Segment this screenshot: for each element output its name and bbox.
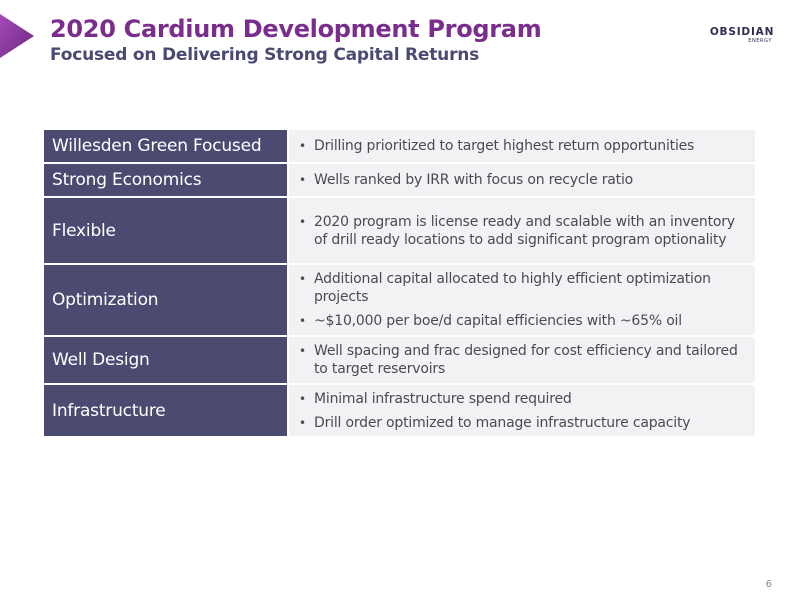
table-row: Flexible • 2020 program is license ready… xyxy=(44,198,755,265)
company-logo: OBSIDIAN ENERGY xyxy=(704,26,780,44)
bullet-item: • Drill order optimized to manage infras… xyxy=(297,414,747,432)
bullet-text: Additional capital allocated to highly e… xyxy=(314,271,711,305)
bullet-item: • ~$10,000 per boe/d capital efficiencie… xyxy=(297,312,747,330)
row-label: Flexible xyxy=(44,198,289,263)
row-label: Optimization xyxy=(44,265,289,335)
bullet-text: ~$10,000 per boe/d capital efficiencies … xyxy=(314,313,682,329)
page-title: 2020 Cardium Development Program xyxy=(50,15,542,43)
bullet-icon: • xyxy=(299,391,306,406)
logo-name: OBSIDIAN xyxy=(709,26,775,38)
table-row: Strong Economics • Wells ranked by IRR w… xyxy=(44,164,755,198)
bullet-text: Minimal infrastructure spend required xyxy=(314,390,572,407)
logo-subtext: ENERGY xyxy=(748,38,772,44)
corner-accent-arrow xyxy=(0,14,34,58)
bullet-icon: • xyxy=(299,139,306,153)
row-content: • Wells ranked by IRR with focus on recy… xyxy=(289,164,755,196)
bullet-text: Well spacing and frac designed for cost … xyxy=(314,343,738,377)
row-content: • 2020 program is license ready and scal… xyxy=(289,198,755,263)
table-row: Well Design • Well spacing and frac desi… xyxy=(44,337,755,385)
row-label: Infrastructure xyxy=(44,385,289,436)
bullet-item: • Well spacing and frac designed for cos… xyxy=(297,342,747,378)
bullet-text: Drilling prioritized to target highest r… xyxy=(314,138,695,154)
row-content: • Well spacing and frac designed for cos… xyxy=(289,337,755,383)
row-label: Strong Economics xyxy=(44,164,289,196)
bullet-text: Wells ranked by IRR with focus on recycl… xyxy=(314,172,634,188)
bullet-item: • Wells ranked by IRR with focus on recy… xyxy=(297,171,747,189)
bullet-icon: • xyxy=(299,173,306,187)
row-content: • Additional capital allocated to highly… xyxy=(289,265,755,335)
page-number: 6 xyxy=(765,579,772,590)
bullet-text: Drill order optimized to manage infrastr… xyxy=(314,414,691,431)
bullet-icon: • xyxy=(299,314,306,328)
row-content: • Drilling prioritized to target highest… xyxy=(289,130,755,162)
page-subtitle: Focused on Delivering Strong Capital Ret… xyxy=(50,45,480,65)
bullet-icon: • xyxy=(299,272,306,286)
bullet-icon: • xyxy=(299,214,306,229)
bullet-item: • Minimal infrastructure spend required xyxy=(297,390,747,408)
table-row: Infrastructure • Minimal infrastructure … xyxy=(44,385,755,436)
bullet-icon: • xyxy=(299,415,306,430)
bullet-text: 2020 program is license ready and scalab… xyxy=(314,213,735,248)
table-row: Optimization • Additional capital alloca… xyxy=(44,265,755,337)
bullet-item: • Additional capital allocated to highly… xyxy=(297,270,747,306)
table-row: Willesden Green Focused • Drilling prior… xyxy=(44,130,755,164)
bullet-item: • 2020 program is license ready and scal… xyxy=(297,213,747,249)
bullet-item: • Drilling prioritized to target highest… xyxy=(297,137,747,155)
program-table: Willesden Green Focused • Drilling prior… xyxy=(44,130,755,436)
row-label: Well Design xyxy=(44,337,289,383)
row-label: Willesden Green Focused xyxy=(44,130,289,162)
bullet-icon: • xyxy=(299,344,306,358)
row-content: • Minimal infrastructure spend required … xyxy=(289,385,755,436)
